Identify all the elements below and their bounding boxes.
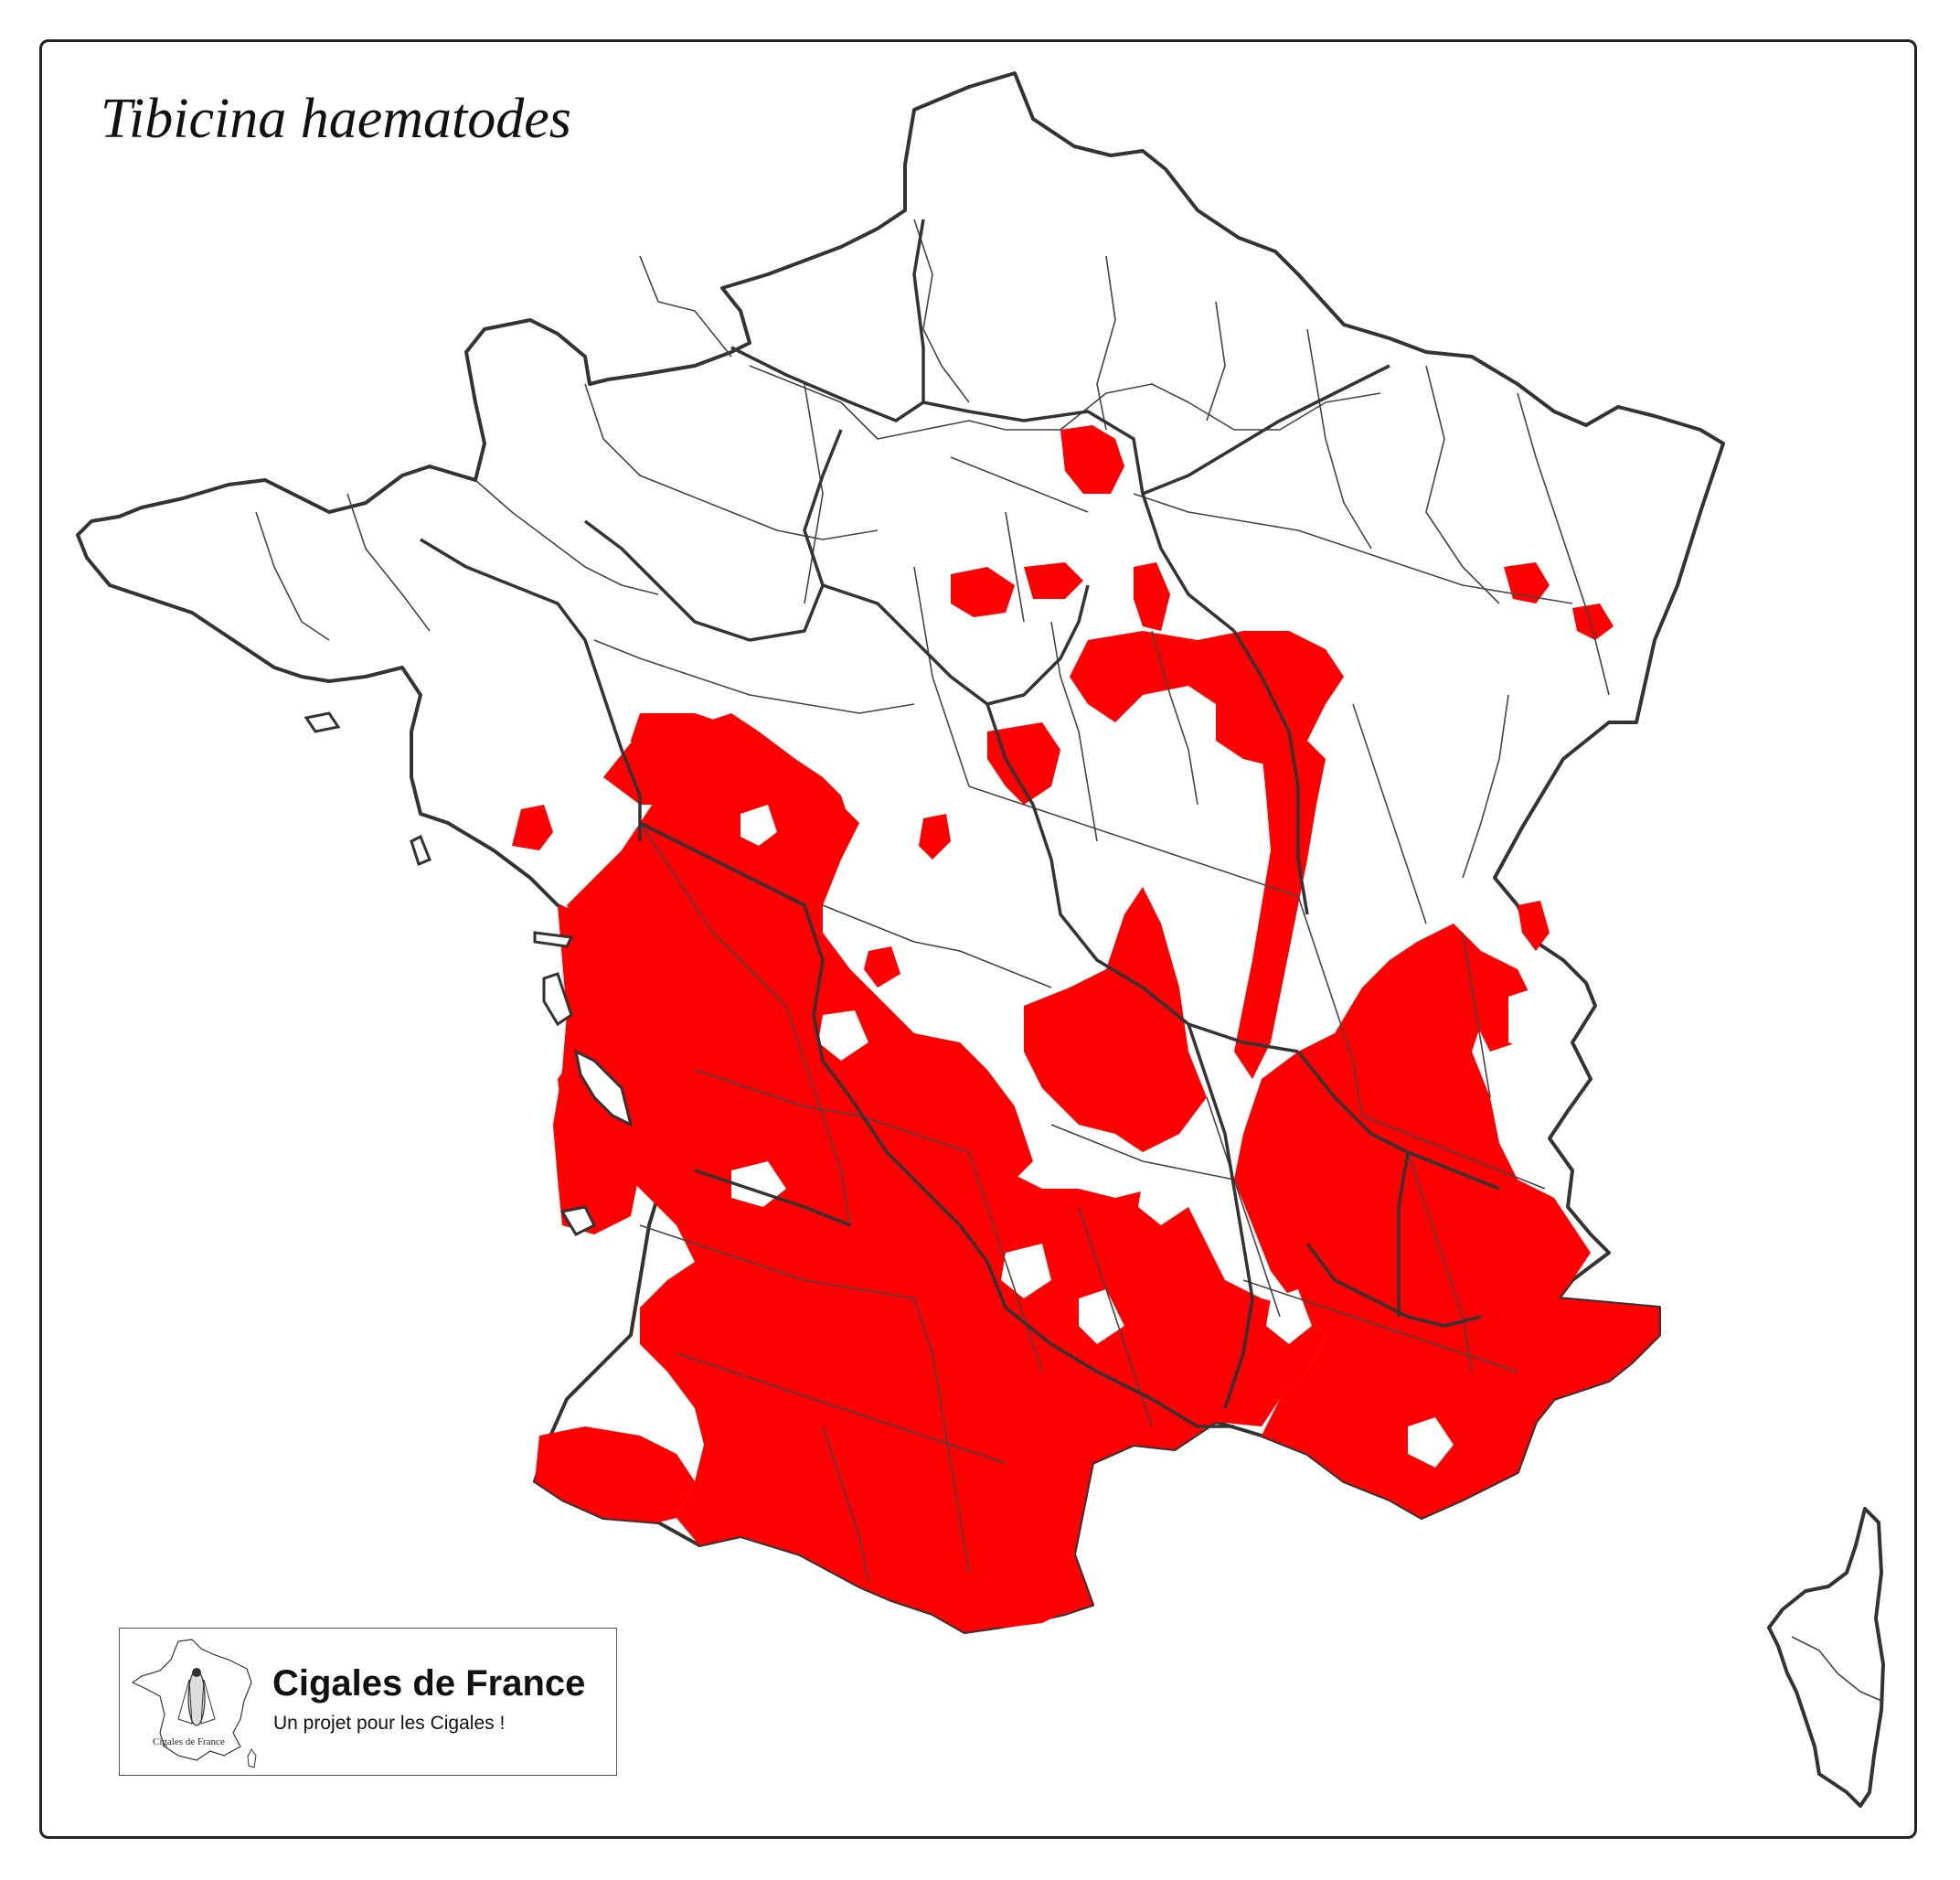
presence-atlantic-coast bbox=[553, 905, 658, 1234]
presence-berry-1 bbox=[919, 814, 951, 860]
presence-ile-de-france-2 bbox=[1024, 562, 1083, 599]
presence-burgundy bbox=[1070, 631, 1344, 768]
presence-aube bbox=[1134, 562, 1170, 631]
noirmoutier bbox=[410, 834, 431, 867]
presence-southeast bbox=[1234, 924, 1659, 1518]
presence-vendee bbox=[512, 805, 553, 850]
belle-ile bbox=[304, 711, 341, 733]
logo-title: Cigales de France bbox=[272, 1663, 586, 1704]
presence-south-central bbox=[932, 1161, 1326, 1463]
presence-alsace-2 bbox=[1572, 604, 1614, 640]
corsica bbox=[1767, 1507, 1885, 1808]
region-borders bbox=[420, 219, 1500, 1428]
presence-loire bbox=[603, 713, 850, 860]
gironde-estuary bbox=[573, 1049, 634, 1127]
absence-patch bbox=[1079, 1289, 1124, 1344]
presence-pyrenees-west bbox=[535, 1426, 695, 1522]
presence-zones bbox=[512, 425, 1659, 1632]
presence-ile-de-france-1 bbox=[951, 567, 1015, 617]
presence-pyrenees-east bbox=[942, 1573, 1070, 1628]
map-title: Tibicina haematodes bbox=[101, 88, 571, 150]
cicada-icon bbox=[177, 1668, 216, 1726]
logo-box: Cigales de France Cigales de France Un p… bbox=[119, 1628, 617, 1776]
mini-corsica bbox=[247, 1748, 257, 1768]
presence-berry-2 bbox=[987, 722, 1060, 805]
logo-subtitle: Un projet pour les Cigales ! bbox=[273, 1713, 506, 1734]
presence-alsace-1 bbox=[1504, 562, 1550, 604]
presence-central-massif bbox=[1024, 887, 1207, 1152]
presence-limousin-spot bbox=[864, 946, 900, 988]
absence-patch bbox=[1266, 1289, 1312, 1344]
corsica-department-border bbox=[1791, 1636, 1882, 1702]
absence-patch bbox=[818, 1010, 868, 1061]
absence-patches bbox=[731, 805, 1554, 1468]
presence-southwest bbox=[558, 713, 1097, 1632]
ile-oleron bbox=[542, 972, 573, 1027]
mini-france-map bbox=[131, 1639, 257, 1768]
logo-mini-caption: Cigales de France bbox=[153, 1736, 225, 1747]
ile-de-re bbox=[533, 931, 574, 948]
presence-champagne bbox=[1060, 425, 1124, 494]
presence-savoie-north bbox=[1518, 901, 1550, 951]
department-borders bbox=[255, 219, 1610, 1583]
absence-patch bbox=[1508, 988, 1554, 1052]
absence-patch bbox=[1408, 1417, 1454, 1468]
absence-patch bbox=[740, 805, 777, 846]
arcachon-basin bbox=[559, 1205, 597, 1236]
absence-patch bbox=[1138, 1170, 1188, 1225]
presence-rhone-corridor bbox=[1234, 732, 1326, 1079]
